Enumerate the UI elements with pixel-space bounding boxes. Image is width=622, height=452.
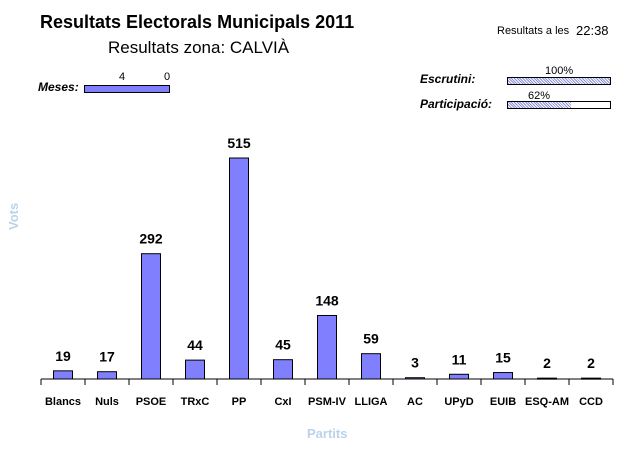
meses-bar: [84, 85, 170, 93]
meses-label: Meses:: [38, 80, 79, 94]
tick-label: EUIB: [490, 396, 516, 408]
bar-psoe: [141, 253, 161, 380]
data-label: 11: [452, 351, 467, 367]
bar-ccd: [581, 377, 601, 380]
results-time-value: 22:38: [576, 23, 609, 38]
escrutini-bar: [507, 77, 611, 85]
bar-pp: [229, 157, 249, 380]
bar-ac: [405, 377, 425, 380]
tick-label: CxI: [274, 396, 291, 408]
data-label: 59: [363, 331, 379, 347]
participacio-bar-fill: [508, 102, 572, 108]
data-label: 44: [187, 337, 203, 353]
bar-trxc: [185, 359, 205, 380]
data-label: 15: [495, 350, 511, 366]
bar-euib: [493, 372, 513, 380]
data-label: 292: [139, 231, 163, 247]
escrutini-value: 100%: [545, 65, 574, 77]
data-label: 2: [543, 355, 551, 371]
data-label: 148: [315, 292, 339, 308]
bar-cxi: [273, 359, 293, 380]
chart-title: Resultats Electorals Municipals 2011: [40, 12, 355, 32]
results-time-label: Resultats a les: [497, 25, 570, 37]
tick-label: AC: [407, 396, 423, 408]
participacio-bar: [507, 101, 611, 109]
bar-upyd: [449, 373, 469, 380]
data-label: 515: [227, 135, 251, 151]
bar-lliga: [361, 353, 381, 380]
tick-label: PSOE: [136, 396, 167, 408]
escrutini-bar-fill: [508, 78, 610, 84]
data-label: 2: [587, 355, 595, 371]
zone-subtitle: Resultats zona: CALVIÀ: [108, 38, 290, 57]
tick-label: CCD: [579, 396, 603, 408]
tick-label: LLIGA: [355, 396, 388, 408]
bar-blancs: [53, 370, 73, 380]
tick-label: UPyD: [444, 396, 473, 408]
data-label: 19: [55, 348, 71, 364]
data-label: 17: [99, 349, 115, 365]
bar-esq-am: [537, 377, 557, 380]
tick-label: TRxC: [181, 396, 210, 408]
x-axis-title: Partits: [307, 426, 348, 441]
tick-label: Blancs: [45, 396, 81, 408]
escrutini-label: Escrutini:: [420, 72, 476, 86]
tick-label: PP: [232, 396, 247, 408]
meses-value-a: 4: [119, 71, 126, 83]
participacio-label: Participació:: [420, 97, 493, 111]
participacio-value: 62%: [528, 90, 551, 102]
bar-psm-iv: [317, 314, 337, 380]
bar-nuls: [97, 371, 117, 380]
data-label: 3: [411, 355, 419, 371]
data-label: 45: [275, 337, 291, 353]
meses-value-b: 0: [164, 71, 171, 83]
tick-label: ESQ-AM: [525, 396, 569, 408]
tick-label: Nuls: [95, 396, 119, 408]
tick-label: PSM-IV: [308, 396, 347, 408]
